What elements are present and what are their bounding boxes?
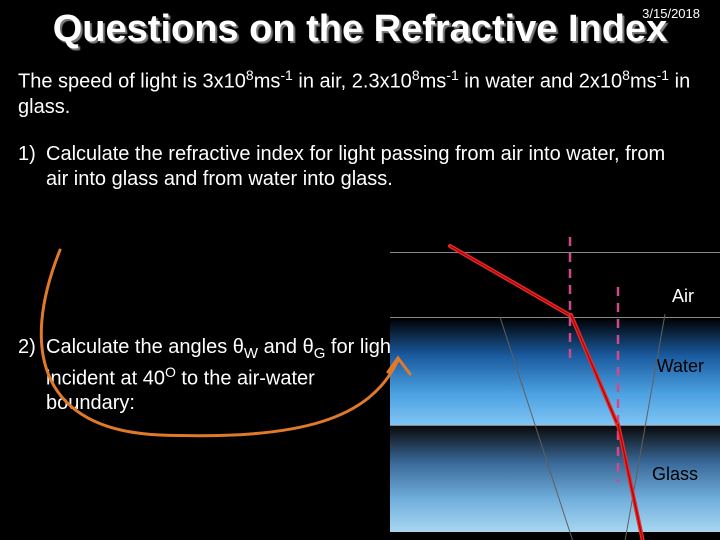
t: G: [314, 345, 326, 362]
t: -1: [657, 67, 669, 83]
t: in air, 2.3x10: [293, 71, 412, 93]
t: 8: [622, 67, 630, 83]
q2-text: Calculate the angles θW and θG for light…: [46, 335, 398, 416]
t: in water and 2x10: [459, 71, 622, 93]
t: Calculate the angles θ: [46, 336, 244, 358]
t: O: [165, 364, 176, 380]
t: and θ: [258, 336, 314, 358]
t: 8: [412, 67, 420, 83]
q2-num: 2): [18, 335, 46, 416]
question-2: 2) Calculate the angles θW and θG for li…: [18, 335, 398, 416]
t: -1: [280, 67, 292, 83]
t: ms: [630, 71, 657, 93]
t: ms: [420, 71, 447, 93]
t: 8: [246, 67, 254, 83]
date-stamp: 3/15/2018: [642, 6, 700, 21]
t: The speed of light is 3x10: [18, 71, 246, 93]
t: W: [244, 345, 258, 362]
t: -1: [446, 67, 458, 83]
q1-num: 1): [18, 142, 46, 192]
question-1: 1) Calculate the refractive index for li…: [0, 126, 720, 198]
refraction-diagram: Air Water Glass: [390, 252, 720, 532]
diagram-svg: [390, 242, 720, 532]
t: ms: [254, 71, 281, 93]
q1-text: Calculate the refractive index for light…: [46, 142, 692, 192]
slide-title: Questions on the Refractive Index: [0, 0, 720, 51]
intro-text: The speed of light is 3x108ms-1 in air, …: [0, 51, 720, 126]
